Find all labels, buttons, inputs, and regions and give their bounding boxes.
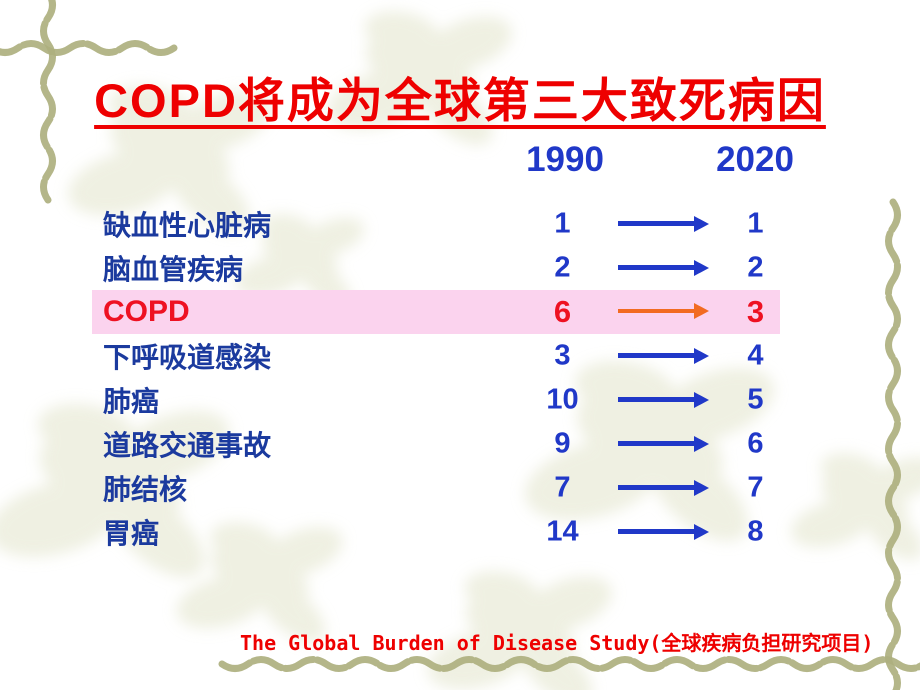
rank-2020: 7 bbox=[747, 471, 764, 504]
table-row: 脑血管疾病 2 2 bbox=[0, 246, 920, 290]
table-row: 胃癌 14 8 bbox=[0, 510, 920, 554]
rank-2020: 6 bbox=[747, 427, 764, 460]
rank-arrow-icon bbox=[618, 353, 694, 358]
rank-1990: 7 bbox=[554, 471, 571, 504]
rank-arrow-icon bbox=[618, 485, 694, 490]
table-row: 下呼吸道感染 3 4 bbox=[0, 334, 920, 378]
cause-label: COPD bbox=[103, 295, 190, 328]
rank-arrow-icon bbox=[618, 441, 694, 446]
slide-title: COPD将成为全球第三大致死病因 bbox=[94, 74, 826, 127]
rank-2020: 8 bbox=[747, 515, 764, 548]
rank-arrow-icon bbox=[618, 309, 694, 313]
cause-label: 缺血性心脏病 bbox=[103, 210, 272, 241]
rank-2020: 5 bbox=[747, 383, 764, 416]
table-row: 肺癌 10 5 bbox=[0, 378, 920, 422]
rank-1990: 3 bbox=[554, 339, 571, 372]
cause-label: 脑血管疾病 bbox=[103, 254, 244, 285]
table-row: 缺血性心脏病 1 1 bbox=[0, 202, 920, 246]
rank-1990: 2 bbox=[554, 251, 571, 284]
rank-2020: 1 bbox=[747, 207, 764, 240]
cause-label: 下呼吸道感染 bbox=[103, 342, 272, 373]
cause-label: 肺癌 bbox=[103, 386, 160, 417]
table-row: COPD 6 3 bbox=[0, 290, 920, 334]
rank-1990: 9 bbox=[554, 427, 571, 460]
rank-arrow-icon bbox=[618, 397, 694, 402]
rank-1990: 1 bbox=[554, 207, 571, 240]
column-header-1990: 1990 bbox=[526, 140, 604, 179]
rank-2020: 4 bbox=[747, 339, 764, 372]
table-row: 肺结核 7 7 bbox=[0, 466, 920, 510]
rank-1990: 6 bbox=[553, 294, 572, 329]
source-citation: The Global Burden of Disease Study(全球疾病负… bbox=[240, 631, 874, 655]
rank-arrow-icon bbox=[618, 529, 694, 534]
cause-label: 胃癌 bbox=[103, 518, 160, 549]
rank-arrow-icon bbox=[618, 265, 694, 270]
column-header-2020: 2020 bbox=[716, 140, 794, 179]
ranking-table: 缺血性心脏病 1 1 脑血管疾病 2 2 COPD 6 3 下呼吸道感染 3 4… bbox=[0, 202, 920, 554]
vine-border-bottom bbox=[218, 656, 920, 672]
rank-1990: 10 bbox=[546, 383, 579, 416]
rank-arrow-icon bbox=[618, 221, 694, 226]
rank-2020: 3 bbox=[746, 294, 765, 329]
vine-border-top-left-horizontal bbox=[0, 40, 178, 56]
cause-label: 道路交通事故 bbox=[103, 430, 272, 461]
rank-1990: 14 bbox=[546, 515, 579, 548]
table-row: 道路交通事故 9 6 bbox=[0, 422, 920, 466]
rank-2020: 2 bbox=[747, 251, 764, 284]
cause-label: 肺结核 bbox=[103, 474, 188, 505]
